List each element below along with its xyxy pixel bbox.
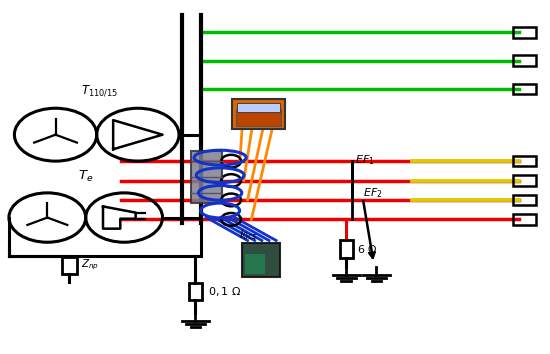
Bar xyxy=(242,243,280,276)
Bar xyxy=(189,283,202,301)
Text: $EF_1$: $EF_1$ xyxy=(355,153,374,167)
Bar xyxy=(236,109,281,126)
Text: $T_{110/15}$: $T_{110/15}$ xyxy=(81,83,118,98)
Text: $Z_{np}$: $Z_{np}$ xyxy=(81,258,100,272)
Text: $T_e$: $T_e$ xyxy=(78,169,94,184)
Bar xyxy=(513,214,536,224)
Bar xyxy=(62,257,77,274)
Text: $EF_2$: $EF_2$ xyxy=(363,186,382,200)
Bar xyxy=(513,195,536,205)
Bar xyxy=(245,254,265,274)
Bar xyxy=(513,156,536,166)
Bar xyxy=(233,98,284,129)
Bar xyxy=(237,103,280,112)
Bar xyxy=(513,84,536,94)
Bar xyxy=(513,55,536,66)
Bar xyxy=(513,27,536,38)
Text: $I_{0cs}$: $I_{0cs}$ xyxy=(239,228,258,242)
Bar xyxy=(340,240,353,258)
Text: $0,1\ \Omega$: $0,1\ \Omega$ xyxy=(207,285,241,298)
Text: $6\ \Omega$: $6\ \Omega$ xyxy=(358,243,378,255)
Bar xyxy=(191,152,222,202)
Bar xyxy=(513,175,536,186)
